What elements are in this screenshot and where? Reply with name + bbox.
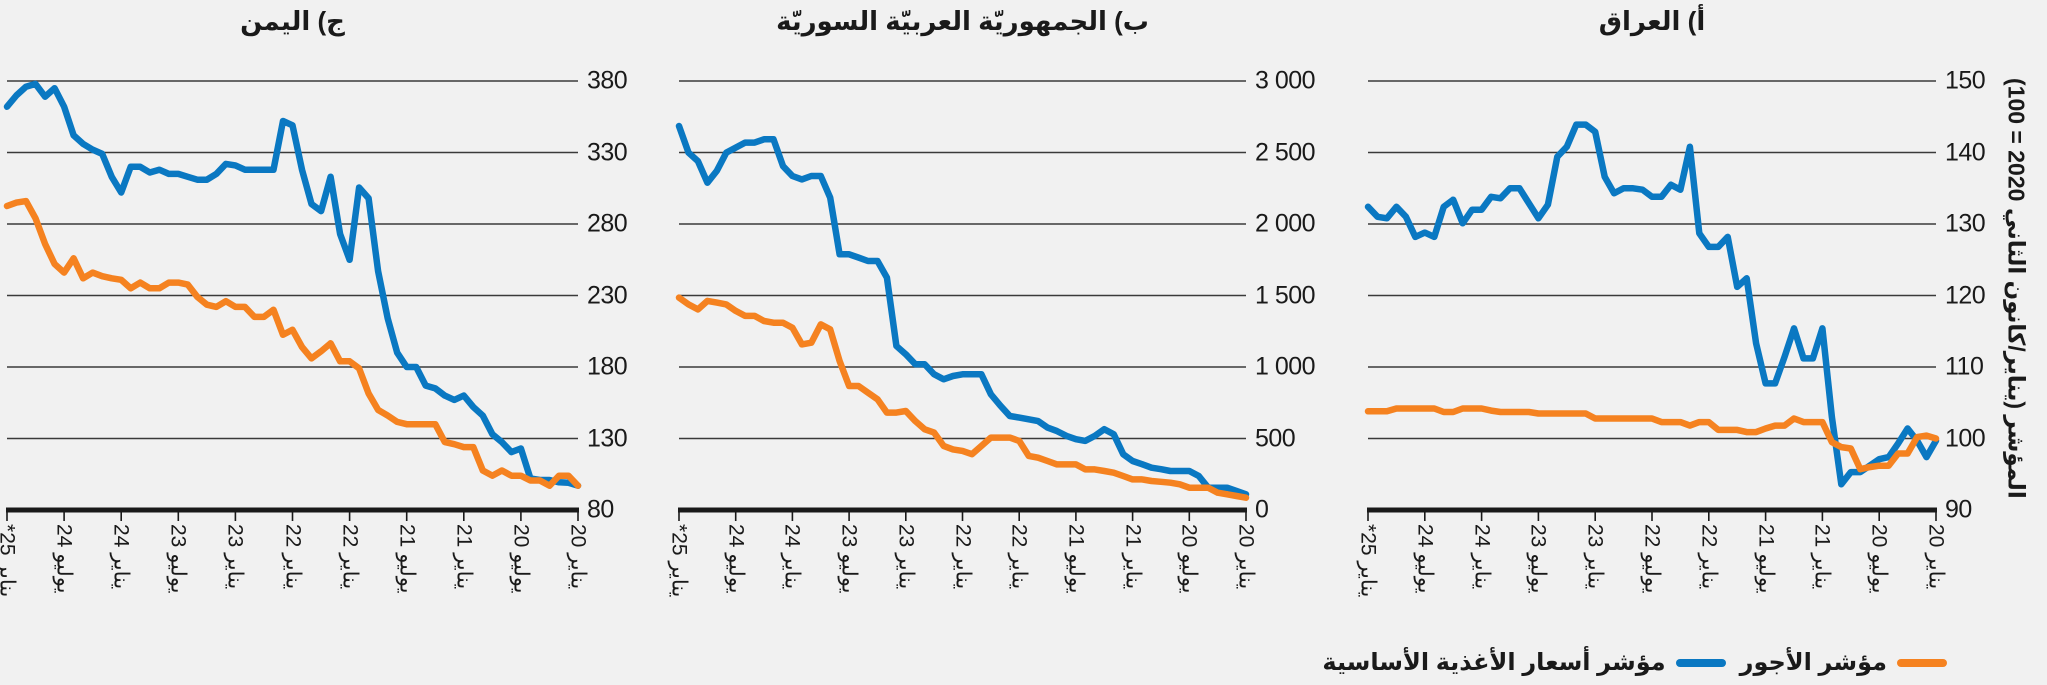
x-tick-label-syria: يناير 20: [1234, 524, 1258, 590]
y-tick-label-iraq: 100: [1945, 424, 1986, 452]
x-tick-label-syria: يناير 24: [780, 524, 804, 590]
y-tick-label-yemen: 330: [587, 138, 628, 166]
series-line-food-prices-syria: [675, 122, 1250, 498]
x-tick-label-yemen: يوليو 20: [509, 524, 533, 594]
x-tick-label-syria: يوليو 20: [1177, 524, 1201, 594]
x-tick-label-iraq: يوليو 21: [1754, 524, 1778, 594]
x-tick-label-syria: يناير 23: [894, 524, 918, 590]
y-tick-label-iraq: 150: [1945, 66, 1986, 95]
legend-item-wages: مؤشر الأجور: [1740, 648, 1947, 677]
series-line-wages-syria: [675, 294, 1250, 501]
x-tick-label-yemen: يناير 22: [281, 524, 304, 590]
y-tick-label-syria: 0: [1255, 495, 1269, 524]
x-tick-label-iraq: يناير 21: [1810, 524, 1834, 590]
x-tick-label-yemen: يوليو 23: [166, 524, 190, 594]
y-tick-label-syria: 1 000: [1255, 352, 1316, 381]
y-tick-label-iraq: 90: [1945, 495, 1972, 524]
series-line-food-prices-yemen: [3, 80, 582, 489]
panel-title-iraq: أ) العراق: [1598, 6, 1706, 36]
x-tick-label-iraq: يناير 20: [1924, 524, 1948, 590]
y-tick-label-yemen: 180: [587, 352, 628, 381]
y-tick-label-iraq: 130: [1945, 209, 1986, 238]
legend-swatch-food-prices: [1675, 658, 1726, 667]
y-tick-label-iraq: 140: [1945, 138, 1986, 166]
y-tick-label-syria: 3 000: [1255, 66, 1316, 95]
x-tick-label-syria: يناير 22: [951, 524, 974, 590]
y-tick-label-yemen: 230: [587, 281, 628, 309]
x-tick-label-iraq: يناير 23: [1583, 524, 1607, 590]
legend: مؤشر الأجور مؤشر أسعار الأغذية الأساسية: [1322, 648, 1947, 677]
x-tick-label-yemen: يوليو 24: [52, 524, 76, 594]
legend-label-wages: مؤشر الأجور: [1739, 649, 1887, 676]
x-tick-label-yemen: يوليو 21: [395, 524, 419, 594]
x-tick-label-syria: يوليو 24: [724, 524, 748, 594]
x-tick-label-syria: يناير 25*: [667, 524, 691, 598]
series-line-food-prices-iraq: [1364, 121, 1940, 488]
y-tick-label-yemen: 380: [587, 66, 628, 95]
y-tick-label-iraq: 120: [1945, 281, 1986, 309]
x-tick-label-yemen: يناير 20: [566, 524, 590, 590]
y-tick-label-iraq: 110: [1945, 352, 1984, 381]
x-tick-label-yemen: يناير 22: [338, 524, 362, 590]
legend-item-food-prices: مؤشر أسعار الأغذية الأساسية: [1322, 648, 1726, 677]
x-tick-label-yemen: يناير 25*: [0, 524, 19, 598]
y-tick-label-yemen: 280: [587, 209, 628, 238]
y-tick-label-syria: 1 500: [1255, 281, 1316, 309]
x-tick-label-syria: يناير 21: [1121, 524, 1145, 590]
series-line-wages-yemen: [3, 197, 582, 489]
y-tick-label-yemen: 130: [587, 424, 628, 452]
x-tick-label-syria: يناير 22: [1007, 524, 1031, 590]
y-tick-label-syria: 500: [1255, 424, 1296, 452]
panel-title-yemen: ج) اليمن: [240, 6, 345, 36]
x-tick-label-syria: يوليو 21: [1064, 524, 1088, 594]
x-tick-label-iraq: يوليو 22: [1640, 524, 1664, 594]
x-tick-label-yemen: يناير 24: [109, 524, 133, 590]
x-tick-label-iraq: يوليو 23: [1526, 524, 1550, 594]
x-tick-label-iraq: يوليو 20: [1867, 524, 1891, 594]
y-tick-label-syria: 2 000: [1255, 209, 1316, 238]
panel-title-syria: ب) الجمهوريّة العربيّة السوريّة: [776, 6, 1149, 36]
y-axis-title: المؤشر (يناير/كانون الثاني 2020 = 100): [2003, 78, 2030, 499]
legend-swatch-wages: [1897, 658, 1947, 667]
x-tick-label-yemen: يناير 23: [223, 524, 247, 590]
legend-label-food-prices: مؤشر أسعار الأغذية الأساسية: [1322, 649, 1666, 676]
x-tick-label-yemen: يناير 21: [452, 524, 476, 590]
y-tick-label-yemen: 80: [587, 495, 614, 524]
x-tick-label-iraq: يناير 25*: [1356, 524, 1380, 598]
x-tick-label-iraq: يناير 22: [1697, 524, 1721, 590]
x-tick-label-iraq: يوليو 24: [1413, 524, 1437, 594]
series-line-wages-iraq: [1364, 405, 1940, 473]
x-tick-label-iraq: يناير 24: [1470, 524, 1494, 590]
y-tick-label-syria: 2 500: [1255, 138, 1316, 166]
x-tick-label-syria: يوليو 23: [837, 524, 861, 594]
